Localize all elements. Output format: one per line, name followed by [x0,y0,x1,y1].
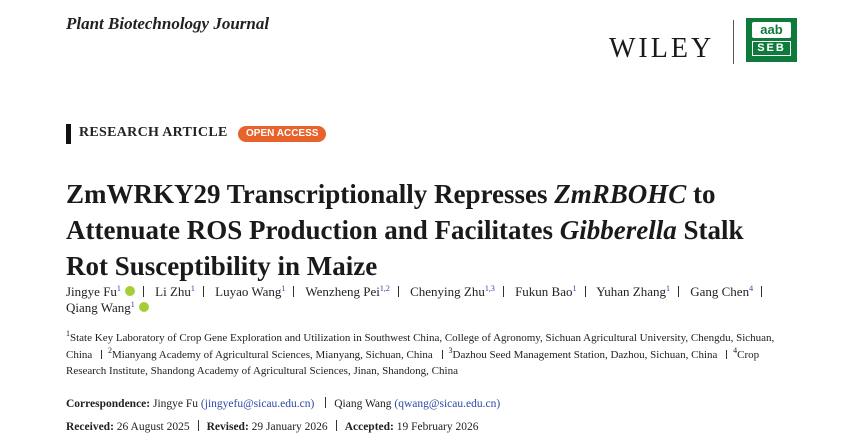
author-affiliation: 1 [116,284,121,293]
title-segment: to Attenuate ROS Production and Facilita… [66,179,716,245]
separator [202,286,204,297]
author: Li Zhu1 [155,284,195,299]
author-list: Jingye Fu1 Li Zhu1 Luyao Wang1 Wenzheng … [66,284,796,316]
date-label: Accepted: [344,421,394,433]
separator [293,286,295,297]
affiliation-number: 2 [108,345,113,355]
separator [761,286,763,297]
author-affiliation: 4 [749,284,754,293]
logo-bottom: SEB [752,41,791,56]
separator [197,420,199,431]
author: Gang Chen4 [690,284,753,299]
affiliation-text: State Key Laboratory of Crop Gene Explor… [66,332,775,361]
date-value: 26 August 2025 [116,421,190,433]
article-title: ZmWRKY29 Transcriptionally Represses ZmR… [66,176,786,284]
correspondent-email: (jingyefu@sicau.edu.cn) [200,398,315,410]
author-affiliation: 1 [572,284,577,293]
correspondent-name: Qiang Wang [334,398,392,410]
author-name: Gang Chen [690,284,750,299]
author-affiliation: 1,2 [379,284,390,293]
author: Chenying Zhu1,3 [410,284,495,299]
author: Yuhan Zhang1 [596,284,670,299]
author: Luyao Wang1 [215,284,285,299]
title-segment: ZmWRKY29 Transcriptionally Represses [66,179,555,209]
logo-top: aab [752,22,791,38]
orcid-icon [124,286,135,296]
author: Jingye Fu1 [66,284,135,299]
separator [584,286,586,297]
author: Wenzheng Pei1,2 [305,284,389,299]
access-badge: OPEN ACCESS [238,126,327,142]
separator [142,286,144,297]
separator [325,397,327,408]
author-name: Jingye Fu [66,284,117,299]
type-bar [66,124,71,144]
correspondent-email: (qwang@sicau.edu.cn) [394,398,501,410]
affiliation-number: 1 [66,329,70,338]
separator [101,349,103,359]
author-name: Yuhan Zhang [596,284,666,299]
correspondence-label: Correspondence: [66,398,151,410]
date-label: Received: [66,421,114,433]
divider [733,20,734,64]
affiliation-text: Dazhou Seed Management Station, Dazhou, … [452,348,718,361]
correspondence: Correspondence: Jingye Fu (jingyefu@sica… [66,397,500,410]
author: Fukun Bao1 [515,284,576,299]
date-label: Revised: [206,421,249,433]
separator [677,286,679,297]
dates: Received: 26 August 2025 Revised: 29 Janu… [66,420,479,433]
separator [726,349,728,359]
affiliation-number: 3 [448,345,453,355]
author-affiliation: 1 [665,284,670,293]
title-segment: Gibberella [559,215,677,245]
affiliation-text: Mianyang Academy of Agricultural Science… [112,348,433,361]
journal-name: Plant Biotechnology Journal [66,14,270,33]
author-name: Fukun Bao [515,284,573,299]
article-type: RESEARCH ARTICLE [79,125,228,140]
affiliation-number: 4 [733,345,738,355]
title-segment: Stalk Rot Susceptibility in Maize [66,215,744,281]
author-affiliation: 1 [281,284,286,293]
separator [441,349,443,359]
author-name: Li Zhu [155,284,191,299]
author-affiliation: 1 [130,300,135,309]
separator [397,286,399,297]
affiliations: 1State Key Laboratory of Crop Gene Explo… [66,330,796,380]
author-name: Chenying Zhu [410,284,485,299]
author-name: Qiang Wang [66,300,131,315]
correspondent-name: Jingye Fu [153,398,199,410]
author-name: Luyao Wang [215,284,282,299]
author: Qiang Wang1 [66,300,149,315]
orcid-icon [138,302,149,312]
society-logo: aab SEB [746,18,797,62]
author-affiliation: 1 [190,284,195,293]
date-value: 19 February 2026 [396,421,479,433]
author-affiliation: 1,3 [484,284,495,293]
separator [335,420,337,431]
publisher-logo: WILEY [609,33,715,64]
date-value: 29 January 2026 [251,421,328,433]
author-name: Wenzheng Pei [305,284,380,299]
separator [502,286,504,297]
title-segment: ZmRBOHC [554,179,687,209]
affiliation-text: Crop Research Institute, Shandong Academ… [66,348,760,378]
